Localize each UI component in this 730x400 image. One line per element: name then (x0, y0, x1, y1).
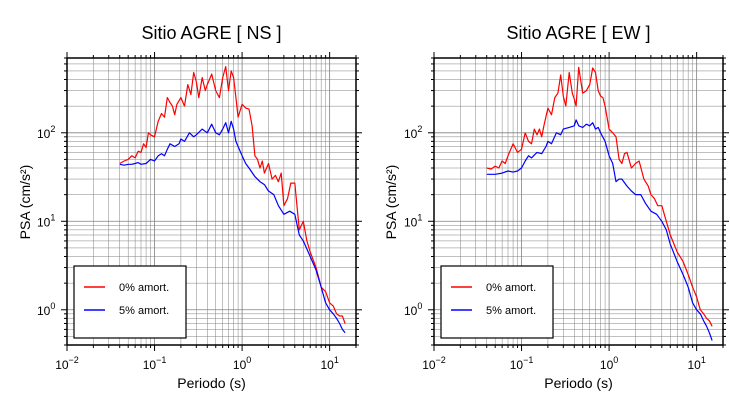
legend-ew: 0% amort. 5% amort. (440, 265, 554, 339)
series-group-ns (119, 66, 346, 334)
y-tick-label: 102 (404, 124, 422, 141)
chart-panel-ns: Sitio AGRE [ NS ] Periodo (s) PSA (cm/s²… (17, 23, 362, 391)
y-axis-label-ew: PSA (cm/s²) (383, 165, 399, 240)
y-tick-label: 100 (37, 301, 55, 318)
x-tick-label: 10−1 (143, 355, 167, 372)
x-tick-label: 101 (320, 355, 338, 372)
series-line-5pct (486, 119, 713, 341)
legend-box (73, 265, 187, 339)
series-group-ew (486, 66, 713, 341)
legend-ns: 0% amort. 5% amort. (73, 265, 187, 339)
legend-label-0pct: 0% amort. (486, 282, 536, 294)
legend-label-0pct: 0% amort. (119, 282, 169, 294)
series-line-0pct (119, 66, 346, 324)
y-tick-label: 101 (37, 212, 55, 229)
x-tick-label: 100 (233, 355, 251, 372)
y-axis-label-ns: PSA (cm/s²) (17, 165, 33, 240)
y-tick-label: 100 (404, 301, 422, 318)
series-line-0pct (486, 66, 713, 327)
x-axis-label-ns: Periodo (s) (177, 375, 245, 391)
x-tick-label: 101 (687, 355, 705, 372)
y-tick-label: 102 (37, 124, 55, 141)
series-line-5pct (119, 120, 346, 334)
x-tick-label: 10−1 (510, 355, 534, 372)
chart-panel-ew: Sitio AGRE [ EW ] Periodo (s) PSA (cm/s²… (383, 23, 729, 391)
plot-frame-ew (433, 57, 724, 346)
legend-label-5pct: 5% amort. (486, 305, 536, 317)
tick-labels-ew: 10−2 10−1 100 101 100 101 102 (404, 124, 706, 372)
chart-title-ew: Sitio AGRE [ EW ] (506, 23, 650, 43)
y-tick-label: 101 (404, 212, 422, 229)
x-tick-label: 100 (600, 355, 618, 372)
tick-labels-ns: 10−2 10−1 100 101 100 101 102 (37, 124, 339, 372)
x-axis-label-ew: Periodo (s) (544, 375, 612, 391)
x-tick-label: 10−2 (55, 355, 79, 372)
legend-label-5pct: 5% amort. (119, 305, 169, 317)
plot-frame-ns (66, 57, 357, 346)
x-tick-label: 10−2 (422, 355, 446, 372)
legend-box (440, 265, 554, 339)
chart-title-ns: Sitio AGRE [ NS ] (141, 23, 281, 43)
